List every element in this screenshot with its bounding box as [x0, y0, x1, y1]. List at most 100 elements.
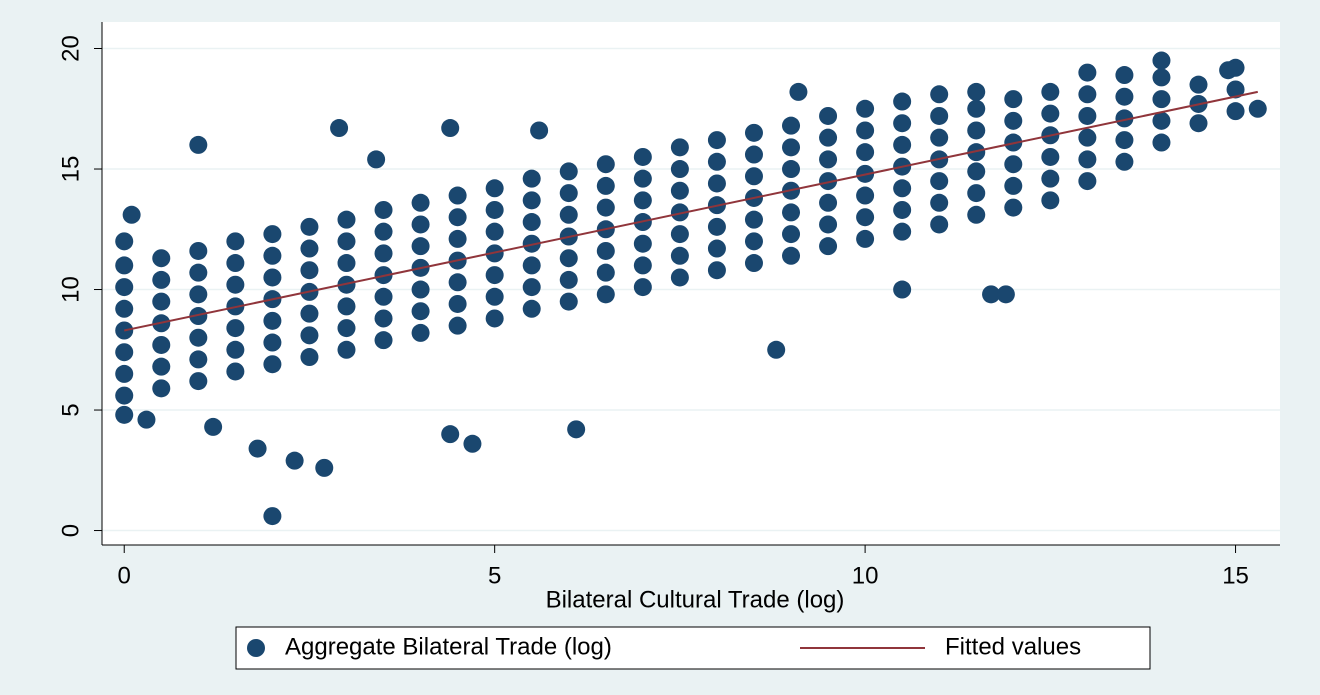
point: [374, 287, 393, 306]
point: [744, 167, 763, 186]
point: [189, 241, 208, 260]
point: [448, 208, 467, 227]
point: [633, 169, 652, 188]
point: [782, 203, 801, 222]
fit-line: [124, 90, 1258, 332]
point: [152, 292, 171, 311]
point: [819, 106, 838, 125]
point: [115, 278, 134, 297]
point: [448, 273, 467, 292]
point: [189, 372, 208, 391]
point: [893, 179, 912, 198]
point: [744, 145, 763, 164]
y-tick-label: 15: [57, 156, 84, 183]
point: [122, 205, 141, 224]
point: [596, 176, 615, 195]
point: [1078, 172, 1097, 191]
point: [1152, 68, 1171, 87]
point: [782, 225, 801, 244]
point: [670, 268, 689, 287]
point: [707, 131, 726, 150]
point: [996, 285, 1015, 304]
point: [559, 249, 578, 268]
y-tick-label: 0: [57, 524, 84, 537]
legend-label: Fitted values: [945, 633, 1081, 660]
point: [152, 335, 171, 354]
point: [1041, 104, 1060, 123]
point: [893, 280, 912, 299]
x-axis-title: Bilateral Cultural Trade (log): [546, 586, 845, 613]
point: [559, 292, 578, 311]
point: [152, 249, 171, 268]
y-tick-label: 20: [57, 35, 84, 62]
point: [367, 150, 386, 169]
point: [485, 287, 504, 306]
point: [411, 193, 430, 212]
point: [670, 225, 689, 244]
point: [522, 256, 541, 275]
point: [522, 169, 541, 188]
point: [596, 155, 615, 174]
point: [707, 152, 726, 171]
point: [670, 160, 689, 179]
point: [115, 232, 134, 251]
point: [967, 205, 986, 224]
point: [1115, 109, 1134, 128]
point: [1219, 61, 1238, 80]
point: [448, 294, 467, 313]
point: [189, 350, 208, 369]
point: [115, 405, 134, 424]
point: [374, 309, 393, 328]
point: [300, 239, 319, 258]
point: [263, 225, 282, 244]
point: [707, 261, 726, 280]
point: [893, 114, 912, 133]
point: [300, 261, 319, 280]
point: [856, 99, 875, 118]
point: [1004, 176, 1023, 195]
point: [1152, 90, 1171, 109]
x-tick-label: 0: [118, 562, 131, 589]
x-tick-label: 10: [852, 562, 879, 589]
point: [930, 193, 949, 212]
point: [1004, 90, 1023, 109]
point: [633, 256, 652, 275]
point: [1115, 131, 1134, 150]
x-tick-label: 5: [488, 562, 501, 589]
point: [967, 162, 986, 181]
point: [967, 99, 986, 118]
point: [374, 244, 393, 263]
point: [204, 417, 223, 436]
point: [1004, 111, 1023, 130]
point: [567, 420, 586, 439]
point: [670, 181, 689, 200]
point: [226, 232, 245, 251]
point: [1152, 111, 1171, 130]
point: [463, 434, 482, 453]
point: [782, 116, 801, 135]
point: [930, 172, 949, 191]
point: [789, 82, 808, 101]
point: [559, 162, 578, 181]
point: [596, 241, 615, 260]
point: [226, 254, 245, 273]
point: [982, 285, 1001, 304]
point: [115, 321, 134, 340]
point: [263, 507, 282, 526]
point: [330, 119, 349, 138]
point: [1004, 155, 1023, 174]
point: [1226, 80, 1245, 99]
point: [115, 299, 134, 318]
point: [1004, 198, 1023, 217]
point: [189, 328, 208, 347]
point: [1078, 128, 1097, 147]
point: [411, 302, 430, 321]
point: [337, 340, 356, 359]
point: [115, 386, 134, 405]
point: [522, 191, 541, 210]
point: [300, 217, 319, 236]
point: [670, 203, 689, 222]
point: [596, 285, 615, 304]
point: [441, 425, 460, 444]
